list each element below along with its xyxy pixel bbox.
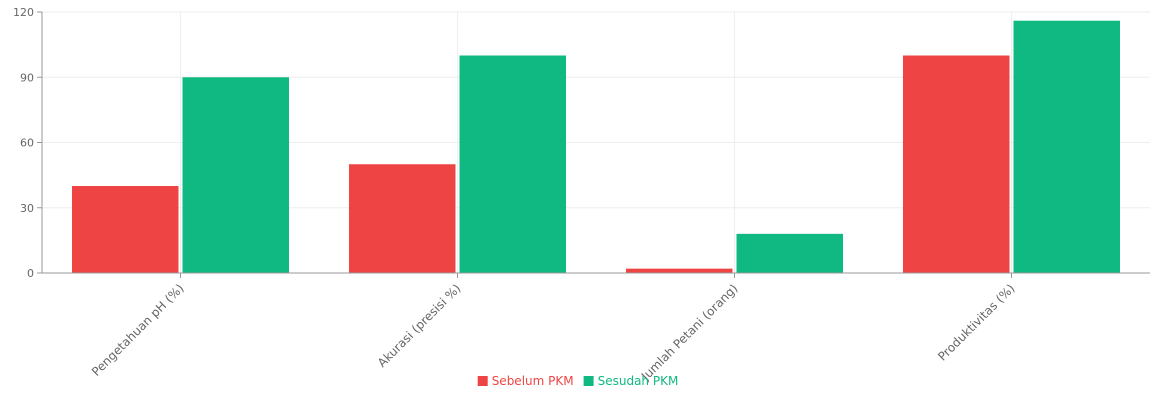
bar-sebelum-pkm-2[interactable] xyxy=(626,268,733,273)
legend-swatch-sebelum-pkm[interactable] xyxy=(477,376,488,386)
y-tick-label-90: 90 xyxy=(20,71,34,84)
bar-sesudah-pkm-2[interactable] xyxy=(736,233,844,273)
axes xyxy=(37,11,1150,278)
y-tick-label-30: 30 xyxy=(20,202,34,215)
bars xyxy=(72,20,1121,274)
y-tick-label-0: 0 xyxy=(27,267,34,280)
bar-sesudah-pkm-0[interactable] xyxy=(182,77,290,273)
legend-label-sebelum-pkm[interactable]: Sebelum PKM xyxy=(492,374,574,388)
bar-sebelum-pkm-3[interactable] xyxy=(903,55,1010,274)
bar-sebelum-pkm-0[interactable] xyxy=(72,186,179,273)
legend-swatch-sesudah-pkm[interactable] xyxy=(583,376,594,386)
x-tick-label-1: Akurasi (presisi %) xyxy=(375,281,464,370)
x-tick-label-0: Pengetahuan pH (%) xyxy=(89,281,187,379)
bar-sesudah-pkm-3[interactable] xyxy=(1013,20,1121,274)
bar-sesudah-pkm-1[interactable] xyxy=(459,55,567,274)
x-tick-label-3: Produktivitas (%) xyxy=(935,281,1017,363)
bar-sebelum-pkm-1[interactable] xyxy=(349,164,456,273)
legend-label-sesudah-pkm[interactable]: Sesudah PKM xyxy=(598,374,679,388)
x-tick-label-2: Jumlah Petani (orang) xyxy=(638,281,741,384)
legend[interactable]: Sebelum PKM Sesudah PKM xyxy=(477,374,679,388)
y-tick-label-60: 60 xyxy=(20,137,34,150)
y-tick-label-120: 120 xyxy=(13,6,34,19)
